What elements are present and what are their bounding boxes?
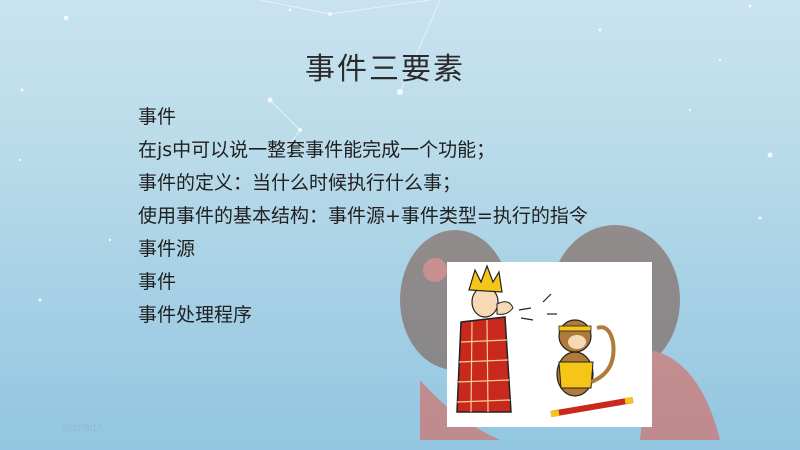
bullet-item: 事件处理程序 [138, 304, 253, 326]
bullet-item: 使用事件的基本结构：事件源+事件类型=执行的指令 [138, 205, 588, 227]
bullet-item: 事件源 [138, 238, 196, 260]
bullet-item: 事件 [138, 271, 177, 293]
bullet-item: 事件的定义：当什么时候执行什么事； [138, 172, 462, 194]
slide-date: 2017/8/17 [62, 423, 103, 433]
slide-title: 事件三要素 [305, 52, 465, 87]
bullet-item: 事件 [138, 106, 177, 128]
monk-and-monkey-drawing [456, 264, 634, 417]
bullet-list: 事件 在js中可以说一整套事件能完成一个功能； 事件的定义：当什么时候执行什么事… [138, 106, 658, 337]
cartoon-illustration [447, 262, 652, 427]
bullet-item: 在js中可以说一整套事件能完成一个功能； [138, 139, 496, 161]
